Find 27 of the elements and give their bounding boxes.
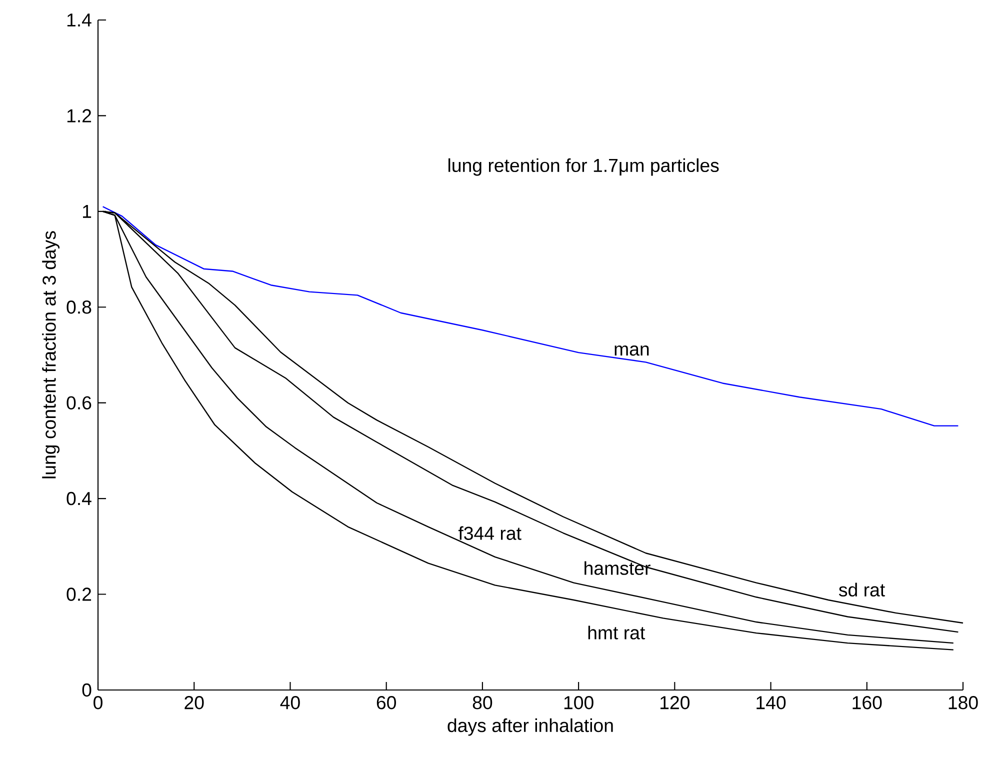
y-tick-label: 0.2 [66,588,92,601]
series-label: hamster [584,561,650,575]
y-tick-label: 1.2 [67,109,92,122]
y-tick-label: 0.8 [66,300,92,314]
x-tick-label: 120 [660,696,690,710]
y-axis-title: lung content fraction at 3 days [42,231,60,478]
x-tick-label: 140 [756,696,786,710]
x-tick-label: 180 [948,696,978,710]
x-tick-label: 0 [94,696,102,710]
text: lung retention for 1.7μm particles [448,158,719,176]
x-tick-label: 20 [184,696,204,710]
x-tick-label: 100 [564,696,594,710]
y-tick-label: 1.4 [67,14,92,26]
series-label: sd rat [838,582,885,597]
series-label: hmt rat [588,626,646,640]
y-tick-label: 0.4 [66,492,92,506]
y-tick-label: 0.6 [66,396,92,410]
series-label: man [614,345,649,356]
x-tick-label: 80 [472,696,492,710]
y-tick-label: 0 [82,683,92,697]
x-tick-label: 40 [280,696,300,710]
y-tick-label: 1 [83,204,92,218]
x-tick-label: 160 [852,696,882,710]
x-tick-label: 60 [376,696,396,710]
line-series [102,206,959,426]
x-axis-title: days after inhalation [448,718,613,736]
series-label: f344 rat [458,526,522,540]
